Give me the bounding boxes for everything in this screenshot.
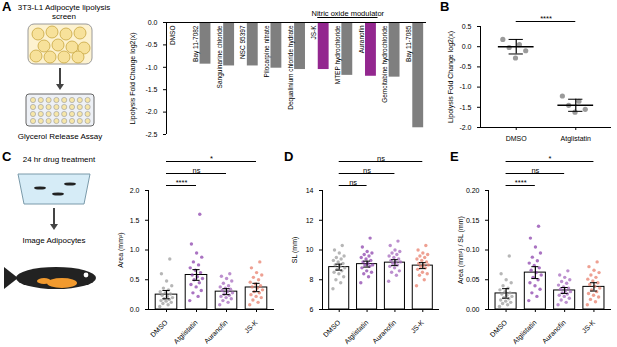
svg-text:ns: ns (363, 166, 371, 175)
svg-text:Bay 11-7085: Bay 11-7085 (405, 25, 413, 62)
html-text:B: B (440, 0, 450, 14)
svg-text:Sanguinarine chloride: Sanguinarine chloride (216, 25, 224, 88)
svg-text:Atglistatin: Atglistatin (561, 135, 591, 143)
svg-text:-2.5: -2.5 (145, 131, 157, 138)
svg-text:Lipolysis Fold Change log2(x): Lipolysis Fold Change log2(x) (447, 31, 455, 123)
svg-text:0.5: 0.5 (130, 276, 140, 283)
svg-text:Lipolysis Fold Change log2(x): Lipolysis Fold Change log2(x) (129, 32, 137, 124)
svg-text:JS-K: JS-K (310, 25, 317, 40)
svg-text:2.0: 2.0 (130, 187, 140, 194)
svg-text:****: **** (515, 178, 527, 187)
html-text:D: D (284, 149, 294, 164)
svg-text:Auranofin: Auranofin (541, 319, 567, 345)
svg-text:0.10: 0.10 (466, 246, 480, 253)
svg-text:1.5: 1.5 (130, 216, 140, 223)
svg-text:0.20: 0.20 (466, 187, 480, 194)
svg-text:DMSO: DMSO (322, 318, 342, 338)
svg-text:Atglistatin: Atglistatin (511, 319, 538, 346)
svg-text:SL (mm): SL (mm) (291, 237, 299, 264)
svg-text:DMSO: DMSO (489, 318, 509, 338)
svg-text:*: * (549, 154, 552, 163)
svg-text:ns: ns (349, 178, 357, 187)
html-text:Image Adipocytes: Image Adipocytes (22, 236, 86, 245)
svg-text:****: **** (176, 178, 188, 187)
svg-text:ns: ns (531, 166, 539, 175)
svg-text:MTEP hydrochloride: MTEP hydrochloride (334, 25, 342, 84)
svg-text:Dequalinium chloride hydrate: Dequalinium chloride hydrate (287, 25, 295, 110)
svg-text:6: 6 (310, 306, 314, 313)
svg-text:-1.0: -1.0 (145, 64, 157, 71)
svg-text:-2.0: -2.0 (145, 108, 157, 115)
svg-text:ns: ns (377, 154, 385, 163)
svg-text:-0.5: -0.5 (459, 63, 471, 70)
svg-text:DMSO: DMSO (149, 318, 169, 338)
svg-text:NSC 95397: NSC 95397 (239, 25, 246, 59)
svg-text:12: 12 (306, 216, 314, 223)
svg-text:0.15: 0.15 (466, 216, 480, 223)
svg-text:DMSO: DMSO (168, 26, 175, 46)
svg-text:Nitric oxide modulator: Nitric oxide modulator (312, 9, 385, 18)
html-text:A: A (2, 0, 12, 14)
html-text:C: C (2, 149, 12, 164)
svg-text:10: 10 (306, 246, 314, 253)
svg-text:Bay 11-7082: Bay 11-7082 (192, 25, 200, 62)
svg-text:Atglistatin: Atglistatin (172, 319, 199, 346)
svg-text:Atglistatin: Atglistatin (343, 319, 370, 346)
svg-text:0.0: 0.0 (462, 43, 472, 50)
html-text:24 hr drug treatment: 24 hr drug treatment (22, 155, 96, 164)
svg-text:Gemcitabine hydrochloride: Gemcitabine hydrochloride (381, 25, 389, 103)
svg-text:1.0: 1.0 (130, 246, 140, 253)
svg-text:*: * (210, 154, 213, 163)
svg-text:JS-K: JS-K (409, 318, 425, 334)
svg-text:Pilocarpine nitrate: Pilocarpine nitrate (263, 25, 271, 77)
svg-text:0.5: 0.5 (462, 23, 472, 30)
svg-text:-1.0: -1.0 (459, 83, 471, 90)
svg-text:-2.0: -2.0 (459, 124, 471, 131)
html-text:3T3-L1 Adipocyte lipolysis scr: 3T3-L1 Adipocyte lipolysis screen (17, 3, 111, 21)
svg-text:0.05: 0.05 (466, 276, 480, 283)
svg-text:Auranofin: Auranofin (371, 319, 397, 345)
svg-text:-1.5: -1.5 (459, 104, 471, 111)
html-text:Glycerol Release Assay: Glycerol Release Assay (17, 132, 103, 141)
svg-text:Auranofin: Auranofin (358, 25, 365, 53)
svg-text:8: 8 (310, 276, 314, 283)
svg-text:14: 14 (306, 187, 314, 194)
svg-text:JS-K: JS-K (243, 318, 259, 334)
svg-text:****: **** (540, 14, 552, 23)
svg-text:0.0: 0.0 (148, 19, 158, 26)
svg-text:ns: ns (193, 166, 201, 175)
svg-text:DMSO: DMSO (506, 135, 528, 142)
svg-text:0.00: 0.00 (466, 306, 480, 313)
svg-text:Area (mm²) / SL (mm): Area (mm²) / SL (mm) (457, 216, 465, 284)
svg-text:-1.5: -1.5 (145, 86, 157, 93)
svg-text:Auranofin: Auranofin (203, 319, 229, 345)
svg-text:Area (mm²): Area (mm²) (117, 232, 125, 267)
svg-text:JS-K: JS-K (581, 318, 597, 334)
svg-text:-0.5: -0.5 (145, 41, 157, 48)
svg-text:0.0: 0.0 (130, 306, 140, 313)
html-text:E: E (450, 149, 459, 164)
